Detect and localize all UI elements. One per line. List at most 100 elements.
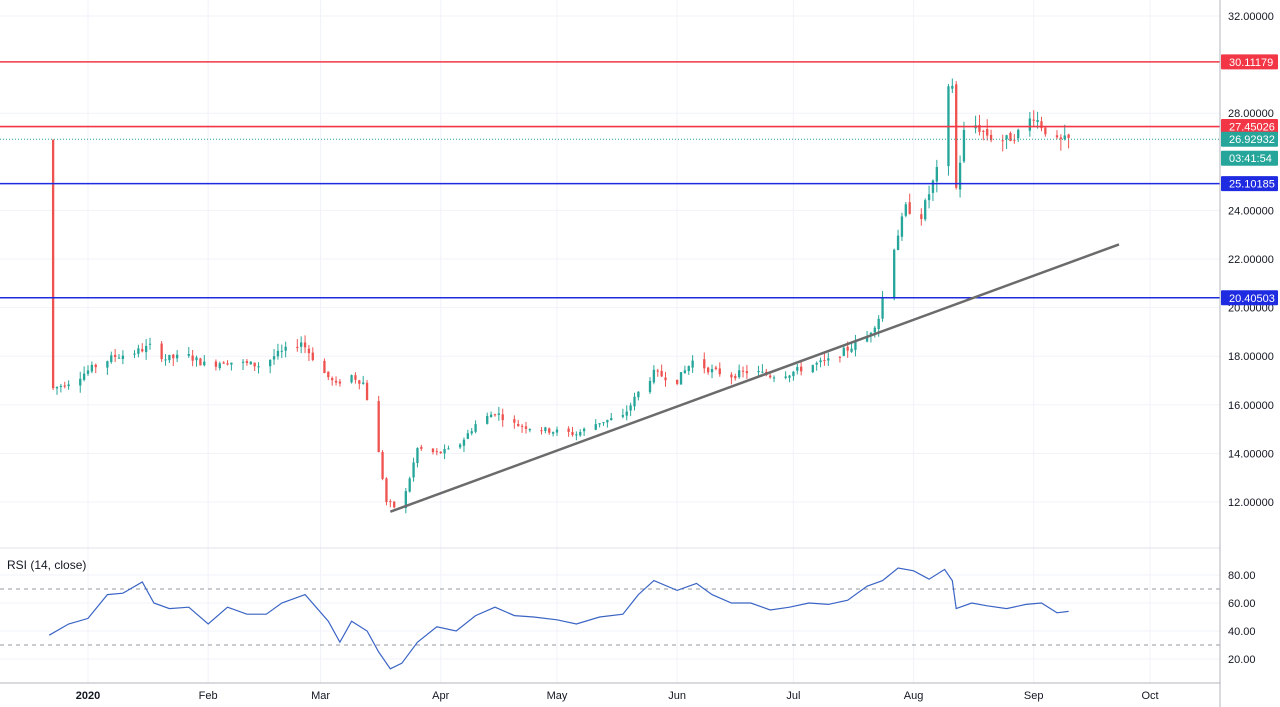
candle-body [854,341,857,350]
candle-body [187,354,190,356]
price-tick-label: 12.00000 [1228,497,1274,509]
candle-body [110,355,113,362]
candle-body [908,202,911,214]
candle-body [350,375,353,383]
candle-body [1067,134,1070,139]
candle-body [94,364,97,368]
candle-body [249,361,252,365]
candle-body [579,431,582,436]
price-axis[interactable]: 12.00000 14.00000 16.00000 18.00000 20.00000… [1228,11,1274,509]
level-badge-bg [1221,119,1278,135]
candle-body [331,378,334,381]
countdown-badge-bg [1221,150,1278,166]
candle-body [222,362,225,364]
candle-body [63,385,66,387]
price-tick-label: 28.00000 [1228,108,1274,120]
candle-body [761,371,764,373]
candle-body [1032,119,1035,121]
candle-body [873,327,876,333]
candle-body [466,433,470,439]
candle-body [1040,121,1043,129]
candle-body [365,382,369,401]
candle-body [555,429,559,433]
level-badge: 25.10185 [1229,179,1275,191]
candle-body [420,446,423,449]
candle-body [513,419,516,423]
candle-body [551,432,555,434]
candle-body [796,367,799,371]
candle-body [927,194,931,201]
level-badge: 30.11179 [1229,57,1273,69]
candle-body [656,370,659,372]
candle-body [602,422,605,424]
candle-body [280,350,283,352]
candle-body [334,380,338,383]
candle-body [435,451,438,453]
rsi-pane: RSI (14, close) [0,547,1220,670]
horizontal-levels[interactable] [0,61,1220,299]
candle-body [788,375,791,378]
candle-body [610,418,613,421]
candle-body [486,415,489,424]
candle-body [691,360,694,368]
candle-body [1036,119,1039,123]
price-tick-label: 22.00000 [1228,254,1274,266]
candle-body [718,368,721,375]
candles [51,78,1070,514]
time-tick-label: Jun [668,690,686,702]
candle-body [757,370,760,373]
level-badge-bg [1221,54,1278,70]
time-tick-label: May [547,690,568,702]
rsi-line [48,567,1069,670]
candle-body [199,358,202,366]
candle-body [528,429,532,431]
candle-body [664,377,667,381]
candle-body [772,377,776,379]
candle-body [59,385,63,387]
candle-body [385,478,388,503]
candle-body [540,430,543,432]
candle-body [633,396,636,407]
candle-body [935,167,938,182]
rsi-axis[interactable]: 20.00 40.00 60.00 80.00 [1228,570,1256,666]
candle-body [978,124,981,132]
candle-body [474,424,477,432]
candle-body [470,431,473,434]
time-axis[interactable]: 2020 Feb Mar Apr May Jun Jul Aug Sep Oct [76,690,1159,702]
candle-body [226,363,229,365]
rsi-tick-label: 80.00 [1228,570,1256,582]
candle-body [175,354,179,359]
candle-body [741,370,745,372]
candle-body [113,355,117,357]
candle-body [683,370,687,373]
time-tick-label: Sep [1024,690,1044,702]
candle-body [303,342,307,348]
candle-body [362,382,365,384]
candle-body [106,361,109,368]
candle-body [354,375,357,380]
trend-line[interactable] [389,243,1120,513]
candle-body [55,386,59,389]
candle-body [408,478,411,492]
candle-body [393,501,396,508]
candle-body [904,204,907,216]
time-tick-label: Feb [199,690,218,702]
candle-body [606,419,609,423]
candle-body [598,423,601,425]
candle-body [819,360,822,363]
candle-body [218,363,221,369]
candle-body [300,342,303,347]
candle-body [253,362,256,367]
candle-body [734,376,737,379]
candle-body [710,368,714,373]
candle-body [986,129,989,136]
candle-body [520,425,524,427]
candle-body [679,372,683,385]
candle-body [160,343,163,360]
candle-body [706,367,710,373]
candle-body [497,413,501,415]
candle-body [121,355,125,360]
candle-body [1028,118,1032,131]
candle-body [865,336,869,342]
